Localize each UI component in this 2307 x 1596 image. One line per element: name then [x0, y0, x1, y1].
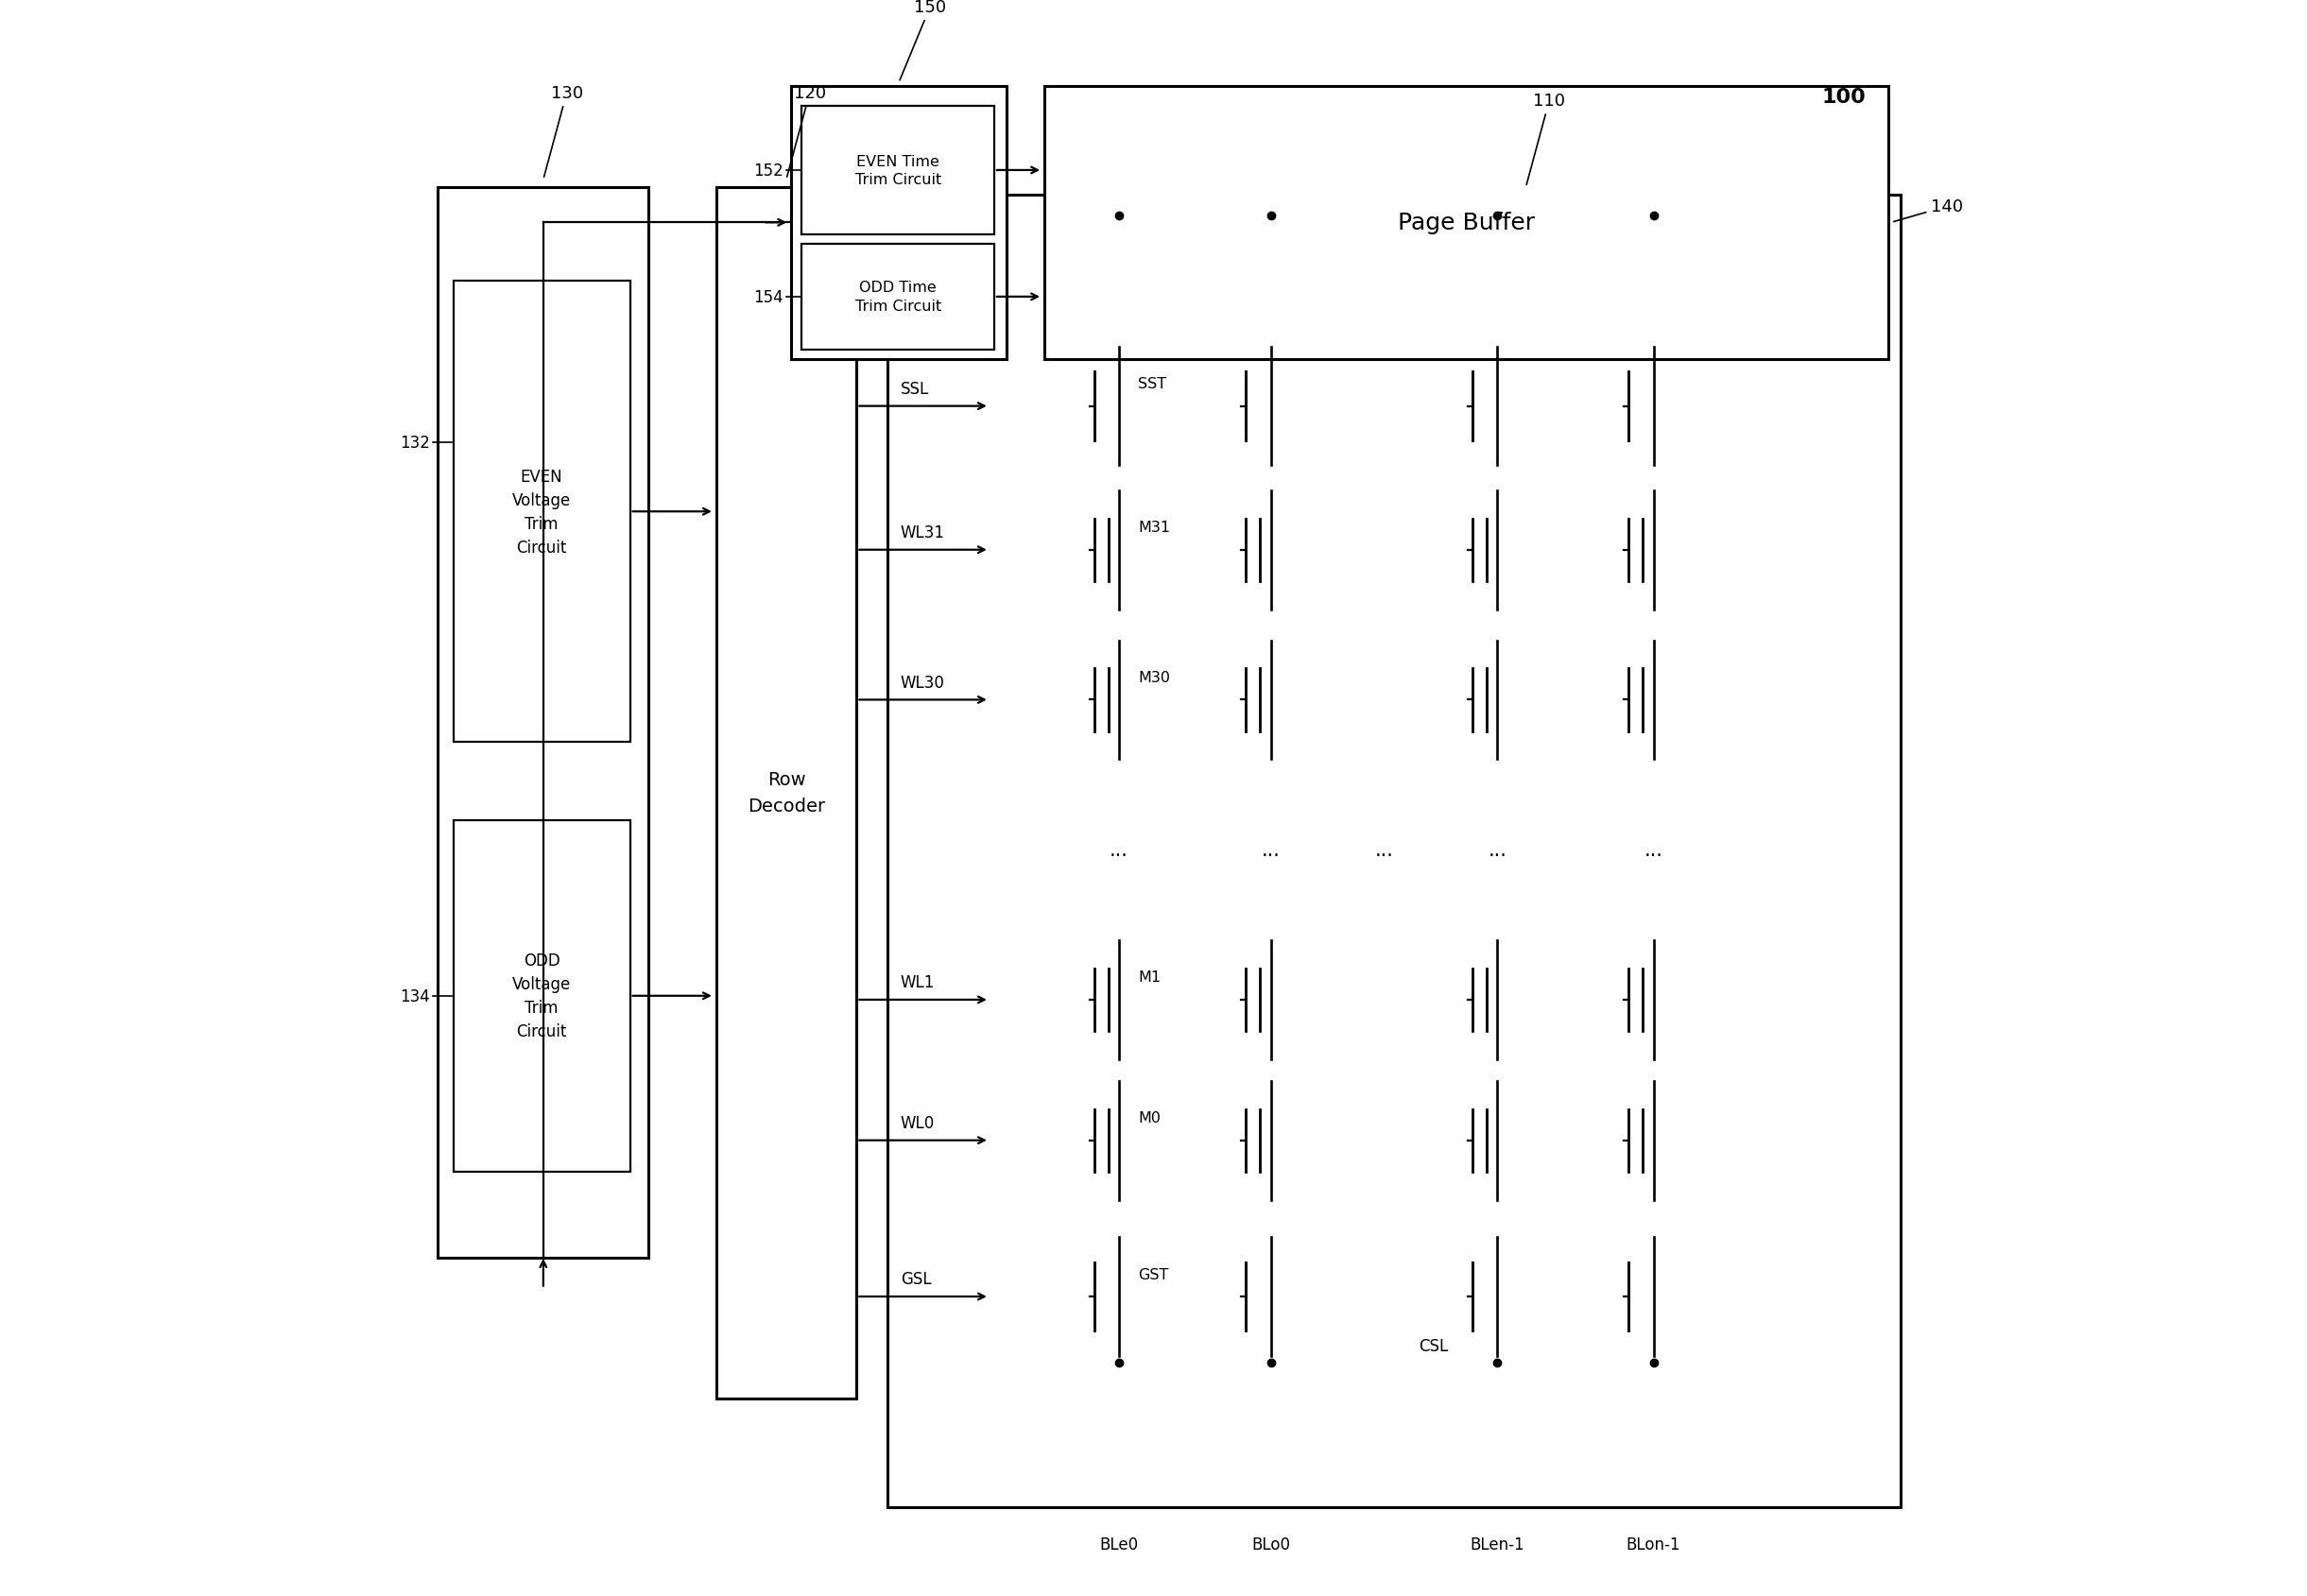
Text: 120: 120	[787, 85, 826, 177]
Text: SST: SST	[1137, 377, 1167, 391]
Text: ODD
Voltage
Trim
Circuit: ODD Voltage Trim Circuit	[512, 953, 572, 1041]
Text: M0: M0	[1137, 1111, 1160, 1125]
Text: BLon-1: BLon-1	[1626, 1535, 1682, 1553]
Bar	[454, 820, 630, 1171]
Bar	[438, 188, 648, 1258]
Text: WL1: WL1	[900, 974, 934, 991]
Text: WL31: WL31	[900, 523, 946, 541]
Text: 140: 140	[1894, 198, 1963, 222]
Text: 154: 154	[754, 289, 782, 306]
Text: 132: 132	[399, 434, 429, 452]
Text: Page Buffer: Page Buffer	[1398, 212, 1534, 235]
Text: WL0: WL0	[900, 1114, 934, 1132]
Text: M30: M30	[1137, 670, 1170, 685]
Bar	[715, 188, 856, 1398]
Text: 152: 152	[752, 163, 782, 179]
Text: M1: M1	[1137, 970, 1160, 985]
Text: BLo0: BLo0	[1250, 1535, 1290, 1553]
Bar	[803, 244, 994, 351]
Text: Row
Decoder: Row Decoder	[747, 771, 826, 816]
Text: CSL: CSL	[1419, 1337, 1449, 1355]
Text: 130: 130	[544, 85, 584, 177]
Text: ...: ...	[1645, 841, 1663, 860]
Text: EVEN Time
Trim Circuit: EVEN Time Trim Circuit	[856, 155, 941, 187]
Bar	[791, 86, 1006, 359]
Text: WL30: WL30	[900, 674, 944, 691]
Text: EVEN
Voltage
Trim
Circuit: EVEN Voltage Trim Circuit	[512, 468, 572, 555]
Text: M31: M31	[1137, 520, 1170, 535]
Text: 110: 110	[1527, 93, 1564, 185]
Text: ...: ...	[1488, 841, 1506, 860]
Text: 150: 150	[900, 0, 946, 81]
Text: ...: ...	[1262, 841, 1280, 860]
Bar	[888, 196, 1901, 1508]
Bar	[454, 282, 630, 742]
Bar	[803, 107, 994, 235]
Text: ODD Time
Trim Circuit: ODD Time Trim Circuit	[856, 281, 941, 314]
Text: GST: GST	[1137, 1267, 1167, 1282]
Text: BLe0: BLe0	[1100, 1535, 1140, 1553]
Text: 100: 100	[1823, 88, 1866, 107]
Text: ...: ...	[1375, 841, 1393, 860]
Text: GSL: GSL	[900, 1270, 932, 1288]
Text: 134: 134	[399, 988, 429, 1004]
Text: SSL: SSL	[900, 380, 930, 397]
Text: BLen-1: BLen-1	[1470, 1535, 1525, 1553]
Bar	[1045, 86, 1887, 359]
Text: ...: ...	[1110, 841, 1128, 860]
